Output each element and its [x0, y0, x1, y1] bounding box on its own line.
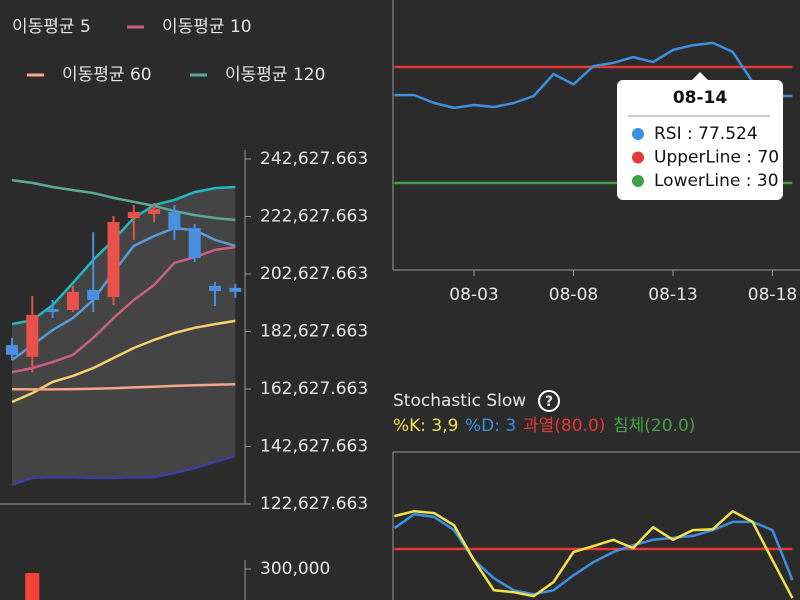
tooltip-title: 08-14	[673, 88, 728, 108]
help-icon[interactable]	[538, 390, 560, 412]
y-tick-label: 162,627.663	[260, 379, 368, 399]
legend-label: %K: 3,9	[393, 416, 458, 436]
candle-body	[209, 285, 221, 292]
series-line	[11, 454, 236, 487]
y-tick-label: 122,627.663	[260, 494, 368, 514]
candle-body	[168, 211, 181, 231]
candle-body	[107, 222, 120, 298]
legend-label: 과열(80.0)	[523, 416, 605, 436]
x-tick-label: 08-13	[648, 285, 697, 305]
y-tick-label: 242,627.663	[260, 149, 368, 169]
legend-label: 이동평균 10	[162, 17, 252, 37]
tooltip-separator: :	[740, 171, 757, 191]
x-tick-label: 08-08	[549, 285, 598, 305]
legend-label: 이동평균 120	[225, 65, 325, 85]
plot-area	[6, 178, 242, 487]
tooltip-dot	[632, 151, 644, 164]
volume-bar	[25, 573, 40, 600]
tooltip-box	[617, 80, 783, 200]
candle-body	[46, 309, 59, 313]
legend-label: %D: 3	[465, 416, 516, 436]
series-line	[11, 185, 236, 326]
y-tick-label: 222,627.663	[260, 206, 368, 226]
tooltip-row: RSI : 77.524	[654, 124, 758, 144]
y-tick-label: 182,627.663	[260, 321, 368, 341]
candle-body	[188, 228, 201, 258]
tooltip-series-name: UpperLine	[654, 148, 741, 168]
tooltip-dot	[632, 175, 644, 187]
stochastic-title: Stochastic Slow	[393, 391, 526, 411]
tooltip-value: 70	[757, 148, 779, 168]
tooltip-value: 30	[757, 171, 779, 191]
tooltip-pointer	[692, 72, 708, 80]
candle-body	[229, 287, 242, 292]
series-line	[11, 178, 236, 222]
legend-label: 이동평균 5	[12, 17, 91, 37]
candle-body	[148, 209, 161, 214]
candle-body	[26, 314, 39, 357]
series-line	[394, 509, 794, 599]
legend-label: 이동평균 60	[62, 65, 152, 85]
candle-body	[87, 289, 100, 300]
tooltip: 08-14 RSI : 77.524 UpperLine : 70 LowerLine…	[617, 72, 783, 200]
plot-area	[393, 509, 794, 599]
candle-body	[127, 211, 140, 219]
series-line	[393, 512, 794, 596]
tooltip-value: 77.524	[698, 124, 757, 144]
candle-body	[6, 345, 18, 355]
y-tick-label: 142,627.663	[260, 436, 368, 456]
x-tick-label: 08-18	[748, 285, 797, 305]
legend-label: 침체(20.0)	[613, 416, 695, 436]
candle-body	[66, 291, 79, 311]
x-tick-label: 08-03	[449, 285, 498, 305]
y-tick-label: 300,000	[260, 559, 330, 579]
help-icon-label[interactable]: ?	[545, 394, 553, 410]
tooltip-row: UpperLine : 70	[654, 148, 779, 168]
tooltip-separator: :	[741, 148, 758, 168]
y-tick-label: 202,627.663	[260, 264, 368, 284]
plot-area	[25, 573, 40, 600]
tooltip-series-name: RSI	[654, 124, 682, 144]
tooltip-row: LowerLine : 30	[654, 171, 779, 191]
tooltip-separator: :	[682, 124, 699, 144]
tooltip-dot	[632, 128, 644, 140]
series-line	[11, 382, 236, 391]
tooltip-series-name: LowerLine	[654, 171, 740, 191]
series-line	[11, 319, 236, 404]
series-line	[394, 41, 793, 110]
